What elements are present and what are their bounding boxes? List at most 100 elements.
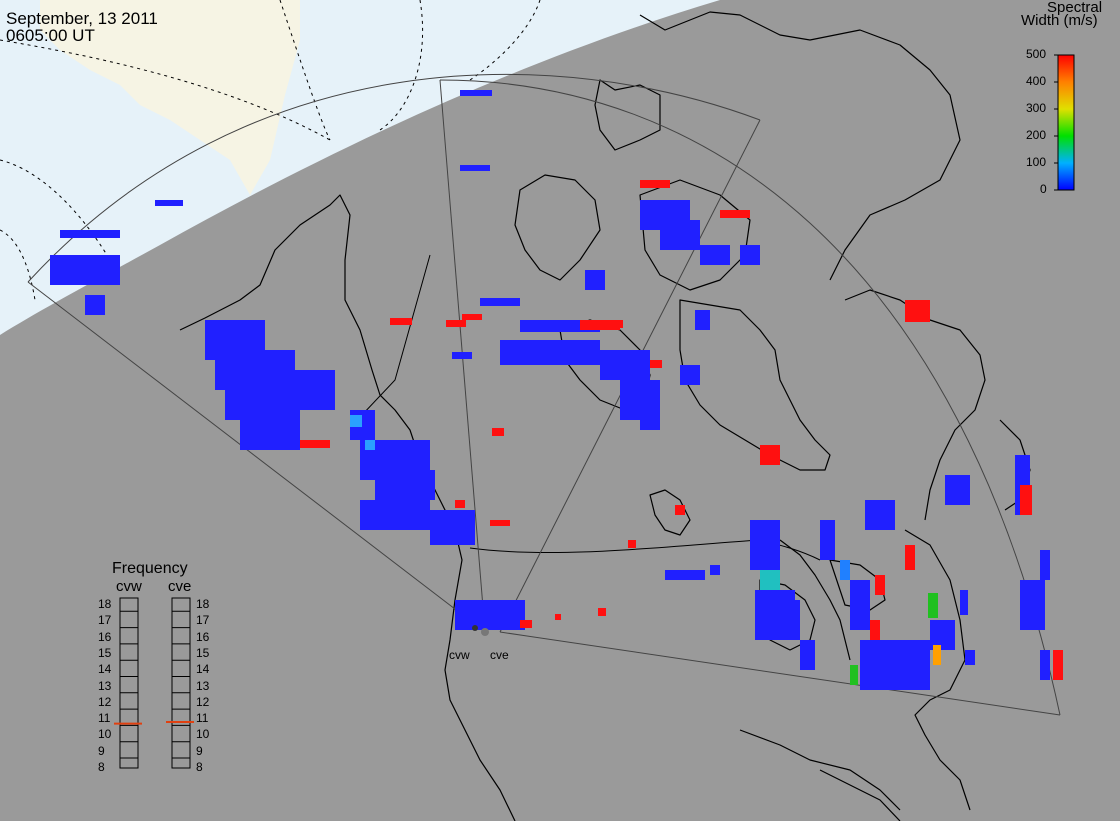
colorbar-ticks [1054,54,1058,191]
frequency-tick-left: 9 [98,743,105,758]
backscatter-cell [430,510,475,545]
backscatter-cell [350,415,362,427]
colorbar-tick-200: 200 [1026,128,1047,142]
backscatter-cell [1020,580,1045,630]
backscatter-cell [50,255,120,285]
radar-sites [472,625,489,636]
backscatter-cell [860,640,900,690]
frequency-tick-right: 16 [196,629,210,644]
radar-label-cvw: cvw [449,648,470,662]
backscatter-cell [965,650,975,665]
backscatter-cell [240,410,300,450]
backscatter-cell [460,90,492,96]
frequency-tick-left: 13 [98,678,112,693]
backscatter-cell [492,428,504,436]
backscatter-cell [360,500,430,530]
colorbar-tick-100: 100 [1026,155,1047,169]
backscatter-cell [840,560,850,580]
frequency-tick-right: 8 [196,760,203,774]
backscatter-cell [760,570,780,590]
frequency-tick-right: 14 [196,662,210,677]
backscatter-cell [800,640,815,670]
backscatter-cell [660,220,700,250]
colorbar-tick-300: 300 [1026,101,1047,115]
backscatter-cell [870,620,880,640]
backscatter-cell [850,580,870,630]
latitude-gridlines [0,0,541,301]
backscatter-cell [155,200,183,206]
backscatter-cell [820,520,835,560]
backscatter-cell [300,440,330,448]
backscatter-cell [462,314,482,320]
daylight-land-greenland [40,0,300,195]
backscatter-cell [933,645,941,665]
radar-site-cve [481,628,489,636]
coastlines [179,11,1031,821]
colorbar-scale [1057,54,1075,191]
colorbar-tick-400: 400 [1026,74,1047,88]
frequency-radar-cve: cve [168,578,192,595]
colorbar-tick-500: 500 [1026,47,1047,61]
backscatter-cell [700,245,730,265]
colorbar-title-line1: Spectral [1047,0,1103,16]
frequency-title: Frequency [112,560,188,577]
frequency-tick-left: 18 [98,597,112,611]
frequency-column-cve [171,597,191,769]
frequency-radar-cvw: cvw [116,578,142,595]
backscatter-cell [720,210,750,218]
frequency-tick-left: 14 [98,662,112,677]
backscatter-cell [365,440,375,450]
frequency-tick-left: 12 [98,694,112,709]
backscatter-cell [760,445,780,465]
frequency-tick-right: 17 [196,613,210,628]
backscatter-cell [452,352,472,359]
frequency-tick-left: 10 [98,727,112,742]
backscatter-cell [520,620,532,628]
backscatter-cell [580,320,620,330]
frequency-tick-right: 18 [196,597,210,611]
frequency-tick-left: 16 [98,629,112,644]
colorbar-tick-0: 0 [1040,182,1047,196]
radar-label-cve: cve [490,648,509,662]
backscatter-cell [605,320,623,328]
backscatter-cell [945,475,970,505]
backscatter-cell [585,270,605,290]
backscatter-cell [640,180,670,188]
backscatter-cell [1040,650,1050,680]
backscatter-cell [850,665,858,685]
backscatter-cells [50,90,1063,690]
backscatter-cell [85,295,105,315]
backscatter-cell [905,300,930,322]
backscatter-cell [710,565,720,575]
backscatter-cell [640,420,660,430]
backscatter-cell [390,318,412,325]
frequency-column-cvw [119,597,139,769]
frequency-tick-left: 15 [98,645,112,660]
frequency-tick-right: 9 [196,743,203,758]
backscatter-cell [1040,550,1050,580]
backscatter-cell [750,520,780,570]
date-label: September, 13 2011 [6,9,158,28]
backscatter-cell [875,575,885,595]
backscatter-cell [600,350,650,380]
colorbar-title-line2: Width (m/s) [1021,12,1098,29]
backscatter-cell [455,500,465,508]
backscatter-cell [480,298,520,306]
frequency-columns [119,597,191,769]
frequency-tick-left: 8 [98,760,105,774]
backscatter-cell [680,365,700,385]
backscatter-cell [695,310,710,330]
backscatter-cell [770,600,800,640]
backscatter-cell [1020,485,1032,515]
backscatter-cell [460,165,490,171]
time-label: 0605:00 UT [6,26,95,45]
backscatter-cell [665,570,705,580]
backscatter-cell [905,545,915,570]
frequency-tick-right: 10 [196,727,210,742]
backscatter-cell [446,320,466,327]
backscatter-cell [928,593,938,618]
backscatter-cell [598,608,606,616]
frequency-tick-left: 17 [98,613,112,628]
